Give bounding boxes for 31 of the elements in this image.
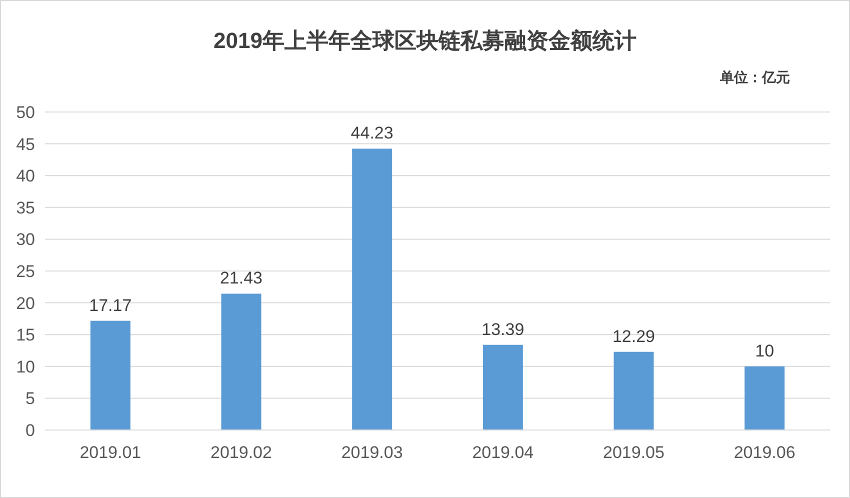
text: 单位：亿元 xyxy=(719,69,790,85)
bar xyxy=(482,344,523,430)
bar xyxy=(90,320,130,430)
y-tick-label: 0 xyxy=(26,421,35,440)
x-tick-label: 2019.04 xyxy=(472,443,534,462)
y-tick-label: 20 xyxy=(16,294,35,313)
bar xyxy=(221,294,262,430)
y-tick-label: 30 xyxy=(16,230,35,250)
x-tick-label: 2019.02 xyxy=(210,443,272,462)
y-tick-label: 35 xyxy=(16,198,35,218)
x-tick-label: 2019.05 xyxy=(603,443,664,462)
data-label: 12.29 xyxy=(612,326,656,346)
data-label: 13.39 xyxy=(482,320,524,339)
x-tick-label: 2019.01 xyxy=(80,443,142,462)
data-label: 10 xyxy=(755,341,774,360)
data-label: 17.17 xyxy=(89,296,132,315)
x-tick-label: 2019.03 xyxy=(341,443,403,462)
y-tick-label: 45 xyxy=(16,134,35,154)
bar xyxy=(614,352,654,430)
data-label: 44.23 xyxy=(350,124,394,143)
chart-title: 2019年上半年全球区块链私募融资金额统计 xyxy=(214,28,636,53)
y-tick-label: 15 xyxy=(16,326,35,345)
y-tick-label: 10 xyxy=(16,357,35,376)
y-tick-label: 50 xyxy=(16,103,35,122)
y-tick-label: 25 xyxy=(16,262,35,281)
y-tick-label: 40 xyxy=(16,166,35,186)
data-label: 21.43 xyxy=(220,268,263,288)
y-tick-label: 5 xyxy=(26,389,35,408)
bar xyxy=(744,366,785,430)
x-tick-label: 2019.06 xyxy=(734,443,796,462)
bar xyxy=(352,148,392,430)
